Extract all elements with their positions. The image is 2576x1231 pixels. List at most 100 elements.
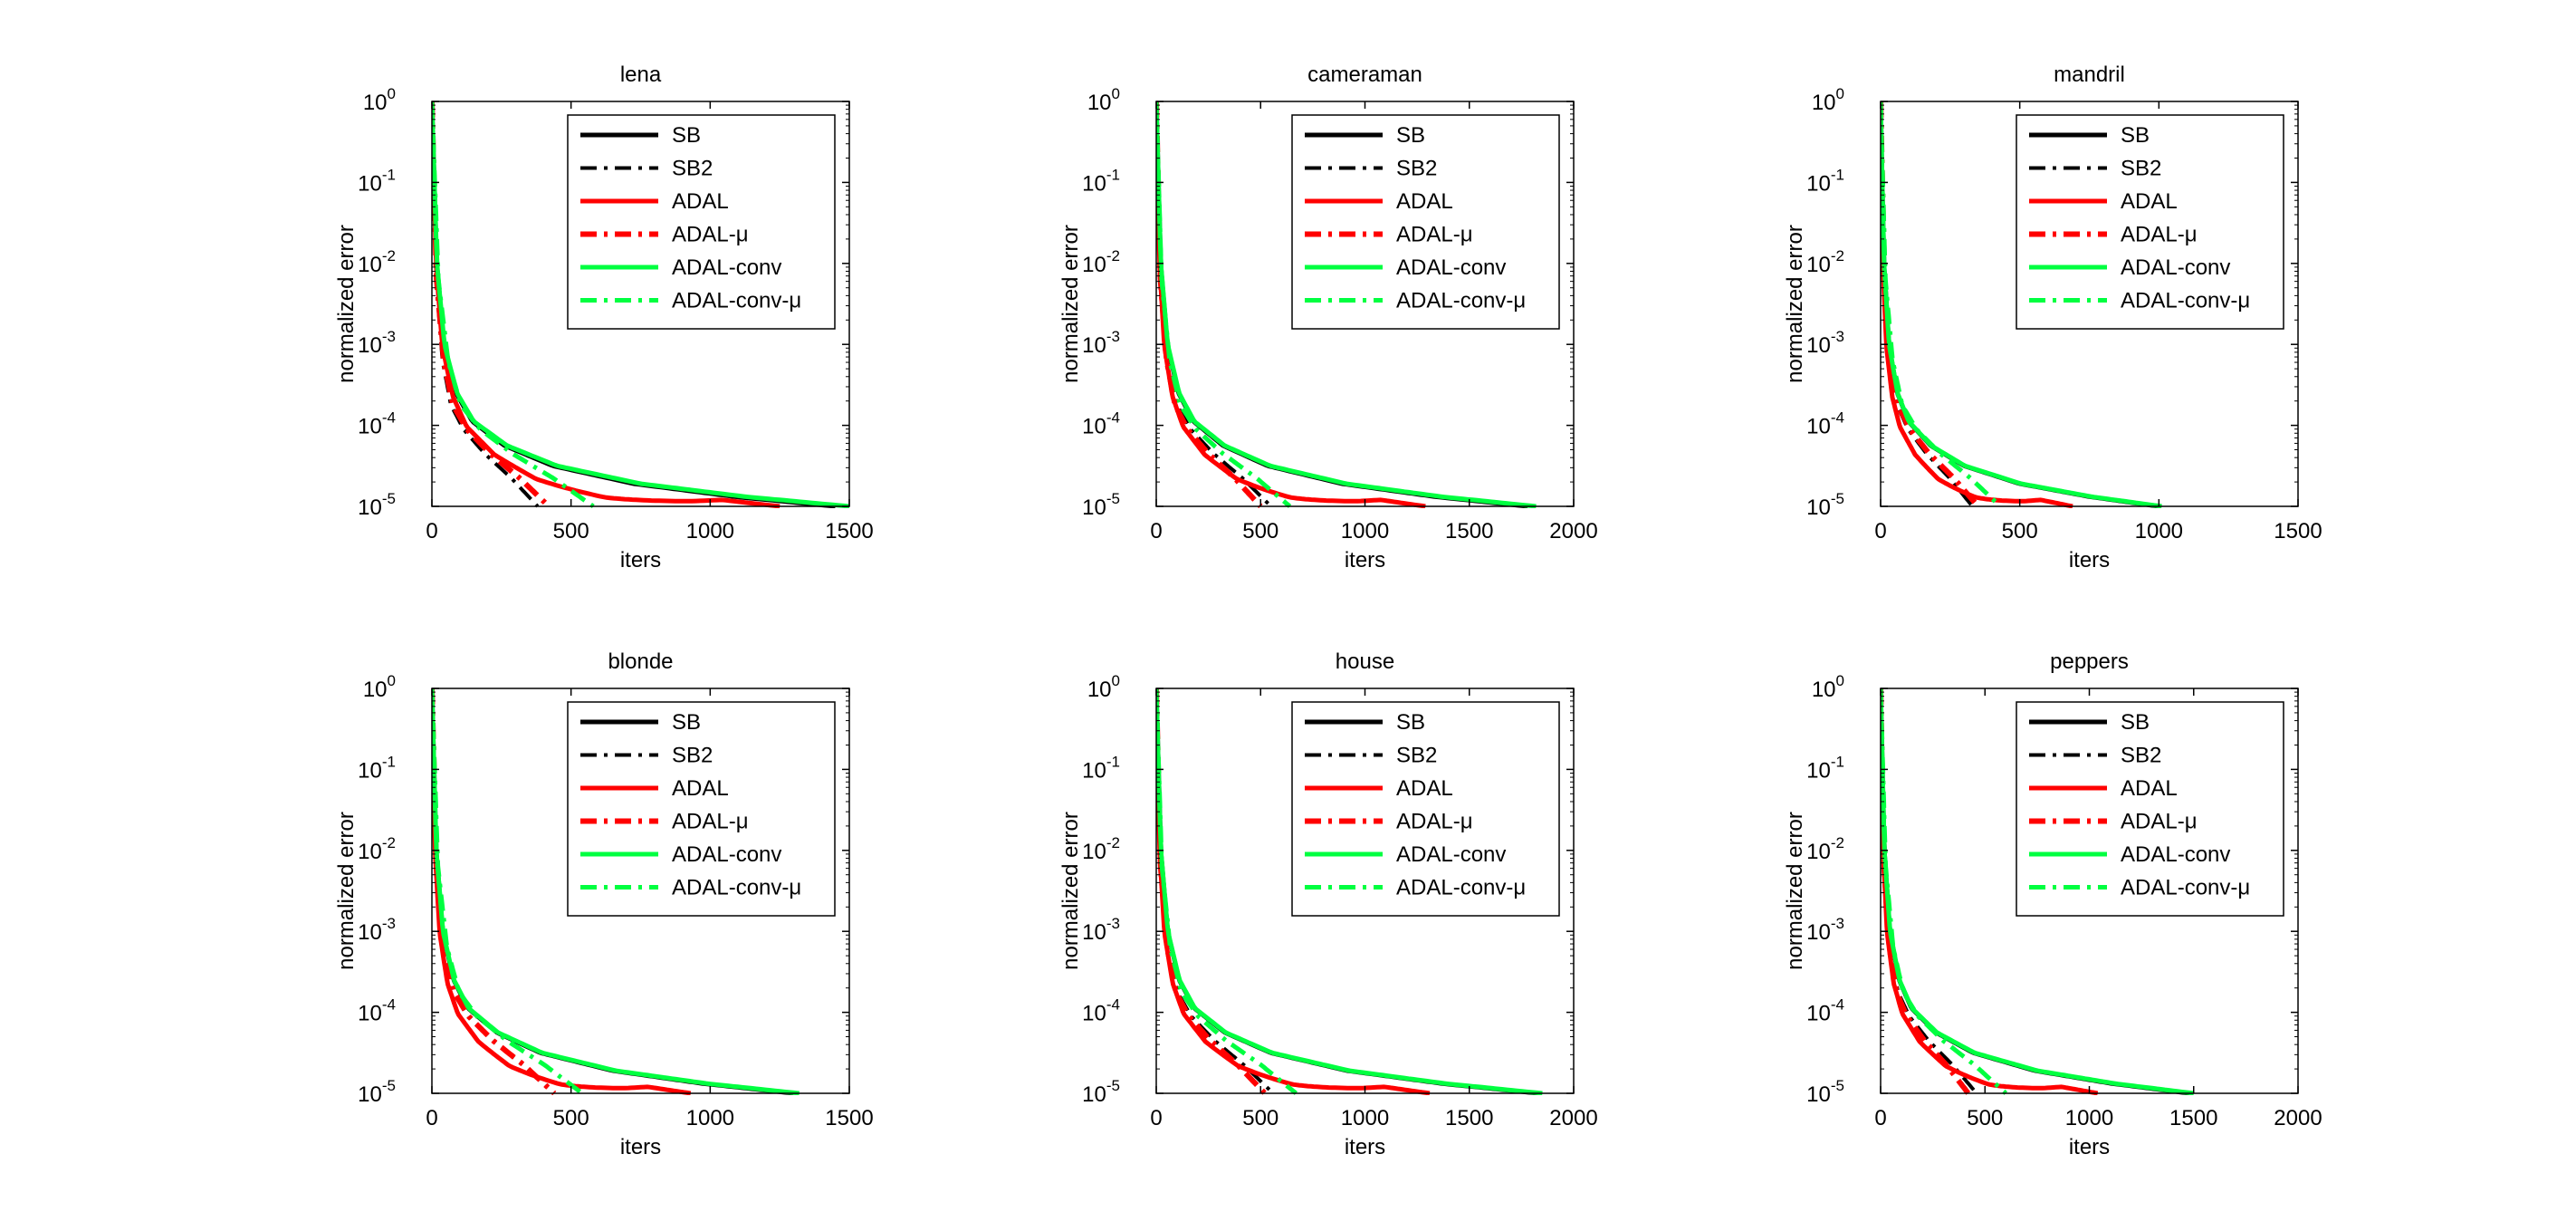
axes-box (431, 101, 850, 507)
legend-label: ADAL-conv-μ (1396, 289, 1526, 313)
legend-label: SB2 (2121, 157, 2161, 181)
chart-title: peppers (2050, 649, 2129, 674)
series-sb2 (1156, 101, 1273, 508)
y-tick-label: 100 (363, 85, 396, 115)
series-sb2 (432, 688, 556, 1095)
y-axis-label: normalized error (1058, 225, 1083, 383)
x-tick-label: 1500 (825, 519, 873, 543)
series-adal-conv- (1156, 688, 1298, 1095)
x-tick-label: 0 (1150, 519, 1162, 543)
x-tick-label: 1000 (686, 1106, 734, 1130)
x-tick-label: 1000 (2135, 519, 2183, 543)
x-axis-label: iters (620, 548, 661, 572)
y-tick-label: 10-5 (1806, 1077, 1844, 1107)
legend-label: SB (672, 710, 701, 735)
y-axis-label: normalized error (334, 225, 359, 383)
y-tick-label: 10-2 (1082, 247, 1120, 277)
series-adal-conv- (432, 688, 584, 1095)
y-axis-label: normalized error (1783, 812, 1807, 970)
legend-label: SB2 (672, 157, 713, 181)
chart-title: cameraman (1307, 63, 1422, 87)
series-adal (432, 688, 692, 1095)
legend-label: SB2 (2121, 744, 2161, 768)
series-adal-conv- (432, 101, 595, 508)
x-tick-label: 0 (1874, 1106, 1886, 1130)
legend-label: ADAL-μ (2121, 810, 2198, 834)
chart-peppers: peppers 100 10-1 10-2 10-3 10-4 10-5 0 500 1000 15… (1783, 649, 2322, 1159)
legend-label: ADAL-conv-μ (2121, 876, 2250, 900)
y-tick-label: 10-1 (1082, 753, 1120, 783)
legend-label: SB (1396, 710, 1425, 735)
chart-lena: lena 100 10-1 10-2 10-3 10-4 10-5 0 500 1000 1500 i… (334, 63, 874, 572)
chart-title: lena (620, 63, 662, 87)
series-adal- (1881, 101, 1980, 508)
y-tick-label: 10-4 (1806, 409, 1844, 439)
x-tick-label: 1000 (1341, 519, 1389, 543)
legend-label: ADAL-conv-μ (1396, 876, 1526, 900)
x-tick-label: 500 (2002, 519, 2038, 543)
series-sb2 (1881, 101, 1974, 508)
legend-label: SB2 (1396, 744, 1437, 768)
legend: SB SB2 ADAL ADAL-μ ADAL-conv ADAL-conv-μ (567, 114, 836, 330)
y-tick-label: 10-2 (358, 834, 396, 864)
legend-label: SB (2121, 710, 2150, 735)
series-adal- (1881, 688, 1971, 1095)
x-tick-label: 2000 (1549, 519, 1597, 543)
x-tick-label: 0 (426, 1106, 437, 1130)
legend-label: ADAL-μ (2121, 223, 2198, 247)
y-tick-label: 100 (1087, 672, 1120, 702)
y-axis-label: normalized error (334, 812, 359, 970)
chart-house: house 100 10-1 10-2 10-3 10-4 10-5 0 500 1000 1500… (1058, 649, 1598, 1159)
y-tick-label: 10-5 (1806, 490, 1844, 520)
series-sb2 (1881, 688, 1978, 1095)
x-tick-label: 0 (426, 519, 437, 543)
x-tick-label: 2000 (2274, 1106, 2322, 1130)
x-axis-label: iters (2069, 548, 2110, 572)
y-axis-label: normalized error (1058, 812, 1083, 970)
axes-box (1880, 101, 2299, 507)
legend-label: ADAL-conv (2121, 255, 2230, 280)
legend-label: SB2 (672, 744, 713, 768)
x-axis-label: iters (1345, 1135, 1385, 1159)
x-tick-label: 2000 (1549, 1106, 1597, 1130)
y-tick-label: 10-2 (1806, 247, 1844, 277)
legend-label: ADAL (1396, 776, 1453, 801)
axes-box (431, 688, 850, 1094)
x-tick-label: 500 (553, 519, 589, 543)
y-tick-label: 10-4 (1082, 996, 1120, 1026)
legend: SB SB2 ADAL ADAL-μ ADAL-conv ADAL-conv-μ (2016, 701, 2284, 917)
legend-label: ADAL (672, 776, 729, 801)
chart-title: mandril (2054, 63, 2125, 87)
legend: SB SB2 ADAL ADAL-μ ADAL-conv ADAL-conv-μ (1291, 114, 1560, 330)
y-tick-label: 10-3 (358, 915, 396, 945)
y-tick-label: 10-4 (1806, 996, 1844, 1026)
y-tick-label: 10-3 (1806, 328, 1844, 358)
chart-cameraman: cameraman 100 10-1 10-2 10-3 10-4 10-5 0 500 1000… (1058, 63, 1598, 572)
legend-label: ADAL (1396, 189, 1453, 214)
legend-label: ADAL (2121, 189, 2178, 214)
y-tick-label: 10-1 (358, 753, 396, 783)
legend-label: SB2 (1396, 157, 1437, 181)
y-tick-label: 10-5 (1082, 490, 1120, 520)
x-tick-label: 1500 (825, 1106, 873, 1130)
series-adal (1881, 101, 2073, 508)
x-tick-label: 1500 (2169, 1106, 2217, 1130)
y-tick-label: 10-5 (358, 490, 396, 520)
x-axis-label: iters (2069, 1135, 2110, 1159)
y-tick-label: 10-2 (358, 247, 396, 277)
y-tick-label: 100 (363, 672, 396, 702)
chart-title: blonde (608, 649, 673, 674)
legend-label: ADAL-conv-μ (672, 876, 801, 900)
legend-label: ADAL-μ (672, 223, 749, 247)
series-adal-conv- (1881, 688, 2008, 1095)
y-tick-label: 10-1 (1806, 166, 1844, 196)
series-adal- (432, 688, 557, 1095)
series-adal- (432, 101, 551, 508)
y-tick-label: 10-2 (1082, 834, 1120, 864)
x-tick-label: 500 (553, 1106, 589, 1130)
x-tick-label: 1500 (1445, 519, 1493, 543)
series-adal- (1156, 101, 1263, 508)
legend-label: SB (1396, 123, 1425, 148)
legend-label: SB (672, 123, 701, 148)
y-tick-label: 10-3 (1082, 915, 1120, 945)
